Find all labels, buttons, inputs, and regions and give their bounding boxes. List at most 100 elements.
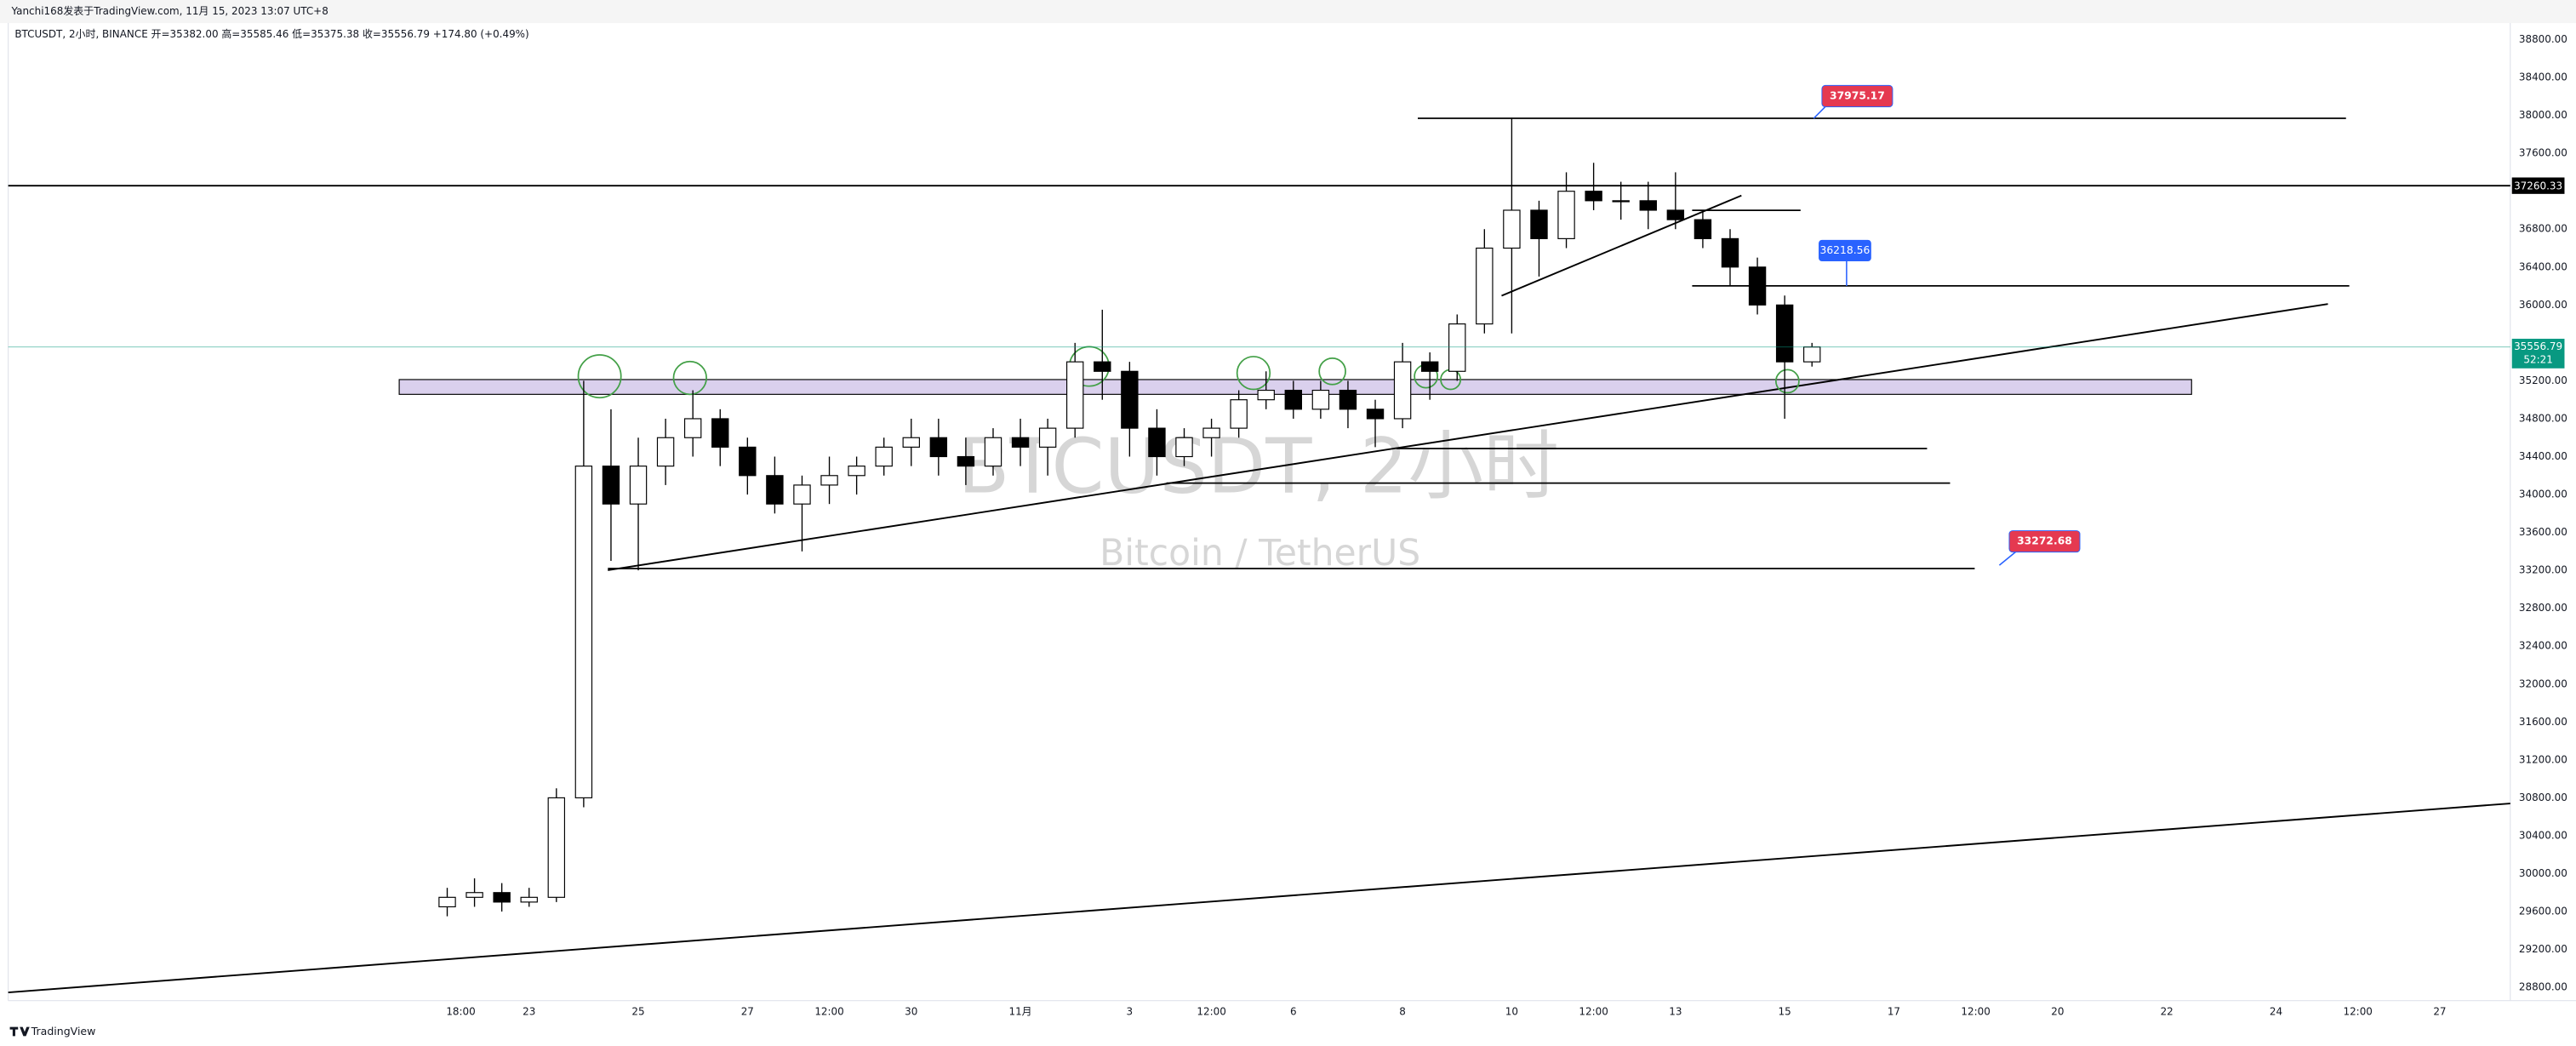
watermark: BTCUSDT, 2小时 bbox=[958, 422, 1559, 510]
circle bbox=[577, 354, 622, 399]
y-tick-label: 29600.00 bbox=[2519, 906, 2567, 917]
candle-body bbox=[1121, 370, 1139, 429]
y-tick-label: 36400.00 bbox=[2519, 260, 2567, 272]
x-tick-label: 11月 bbox=[1008, 1006, 1031, 1018]
footer: TradingView bbox=[31, 1025, 96, 1037]
candle-body bbox=[1038, 427, 1057, 448]
candle-body bbox=[1257, 389, 1275, 401]
y-tick-label: 33200.00 bbox=[2519, 564, 2567, 576]
candle-body bbox=[1393, 361, 1412, 420]
y-tick-label: 37600.00 bbox=[2519, 147, 2567, 159]
header-bar bbox=[0, 0, 2576, 24]
y-tick-label: 32400.00 bbox=[2519, 640, 2567, 652]
candle-body bbox=[848, 466, 865, 477]
x-tick-label: 22 bbox=[2161, 1006, 2173, 1018]
y-tick-label: 38000.00 bbox=[2519, 109, 2567, 121]
y-tick-label: 31600.00 bbox=[2519, 716, 2567, 728]
y-tick-label: 28800.00 bbox=[2519, 981, 2567, 993]
candle-body bbox=[1284, 389, 1303, 410]
annotation-box bbox=[2008, 530, 2081, 553]
candle-body bbox=[520, 896, 538, 903]
x-tick-label: 13 bbox=[1669, 1006, 1682, 1018]
candle-body bbox=[1339, 389, 1357, 410]
price-tag bbox=[2511, 177, 2565, 194]
candle-body bbox=[683, 418, 702, 438]
candle-body bbox=[438, 896, 456, 908]
candle-body bbox=[902, 437, 920, 448]
y-tick-label: 31200.00 bbox=[2519, 753, 2567, 765]
candle-body bbox=[1803, 346, 1821, 363]
circle bbox=[1318, 357, 1346, 386]
x-tick-label: 3 bbox=[1127, 1006, 1134, 1018]
annotation-box bbox=[1819, 239, 1871, 261]
candle-body bbox=[1612, 200, 1630, 203]
callout-pointer bbox=[1813, 105, 1828, 119]
x-tick-label: 20 bbox=[2051, 1006, 2064, 1018]
x-tick-label: 18:00 bbox=[446, 1006, 475, 1018]
y-tick-label: 30800.00 bbox=[2519, 792, 2567, 803]
x-tick-label: 12:00 bbox=[2343, 1006, 2372, 1018]
candle-body bbox=[629, 466, 648, 505]
callout-pointer bbox=[1998, 550, 2019, 566]
x-tick-label: 12:00 bbox=[814, 1006, 843, 1018]
x-tick-label: 23 bbox=[523, 1006, 535, 1018]
header: Yanchi168发表于TradingView.com, 11月 15, 202… bbox=[11, 4, 328, 17]
price-tag-label: 37260.33 bbox=[2514, 180, 2562, 192]
x-tick-label: 10 bbox=[1505, 1006, 1518, 1018]
x-tick-label: 6 bbox=[1290, 1006, 1297, 1018]
candle-body bbox=[793, 484, 811, 505]
y-tick-label: 34400.00 bbox=[2519, 450, 2567, 462]
candle-body bbox=[1202, 427, 1220, 438]
candle-body bbox=[1694, 219, 1712, 239]
candle-body bbox=[1666, 209, 1685, 220]
x-tick-label: 30 bbox=[905, 1006, 917, 1018]
logo bbox=[9, 1026, 30, 1037]
candle-body bbox=[1748, 266, 1767, 306]
candle-body bbox=[656, 437, 675, 467]
y-tick-label: 36000.00 bbox=[2519, 299, 2567, 311]
candle-body bbox=[1230, 399, 1248, 429]
y-tick-label: 34800.00 bbox=[2519, 412, 2567, 424]
x-tick-label: 24 bbox=[2270, 1006, 2282, 1018]
candle-body bbox=[1476, 247, 1494, 325]
candle-body bbox=[574, 466, 593, 798]
y-tick-label: 30000.00 bbox=[2519, 867, 2567, 879]
candle-body bbox=[1721, 237, 1739, 268]
x-tick-label: 27 bbox=[2433, 1006, 2446, 1018]
candle-body bbox=[1175, 437, 1193, 458]
axes: 28800.00 29200.00 29600.00 30000.00 30400.00… bbox=[446, 33, 2567, 1018]
candle-body bbox=[1066, 361, 1084, 429]
candle-body bbox=[1530, 209, 1548, 239]
candle-body bbox=[493, 892, 511, 903]
y-tick-label: 38800.00 bbox=[2519, 33, 2567, 45]
candles bbox=[438, 117, 1821, 917]
x-tick-label: 25 bbox=[631, 1006, 644, 1018]
drawings: 37975.17 36218.56 33272.68 bbox=[8, 84, 2510, 994]
candle-body bbox=[1148, 427, 1166, 458]
candle-body bbox=[875, 446, 893, 467]
y-tick-label: 35200.00 bbox=[2519, 374, 2567, 386]
candle-body bbox=[984, 437, 1002, 467]
y-tick-label: 32000.00 bbox=[2519, 677, 2567, 689]
chart-title: BTCUSDT, 2小时, BINANCE 开=35382.00 高=35585… bbox=[14, 27, 528, 40]
y-tick-label: 34000.00 bbox=[2519, 489, 2567, 500]
trend-line bbox=[1501, 194, 1742, 297]
countdown-label: 52:21 bbox=[2523, 354, 2552, 366]
x-tick-label: 8 bbox=[1399, 1006, 1406, 1018]
annotation: 33272.68 bbox=[2017, 535, 2072, 547]
candle-body bbox=[929, 437, 948, 458]
trend-line bbox=[608, 303, 2328, 571]
candle-body bbox=[547, 797, 566, 898]
x-tick-label: 12:00 bbox=[1197, 1006, 1225, 1018]
candle-body bbox=[1775, 304, 1794, 363]
last-price-label: 35556.79 bbox=[2514, 340, 2562, 352]
candle-body bbox=[1585, 191, 1602, 202]
candle-body bbox=[1420, 361, 1439, 372]
candle-body bbox=[957, 455, 975, 467]
trend-line bbox=[8, 803, 2510, 994]
circle bbox=[672, 360, 707, 396]
candle-body bbox=[1311, 389, 1330, 410]
